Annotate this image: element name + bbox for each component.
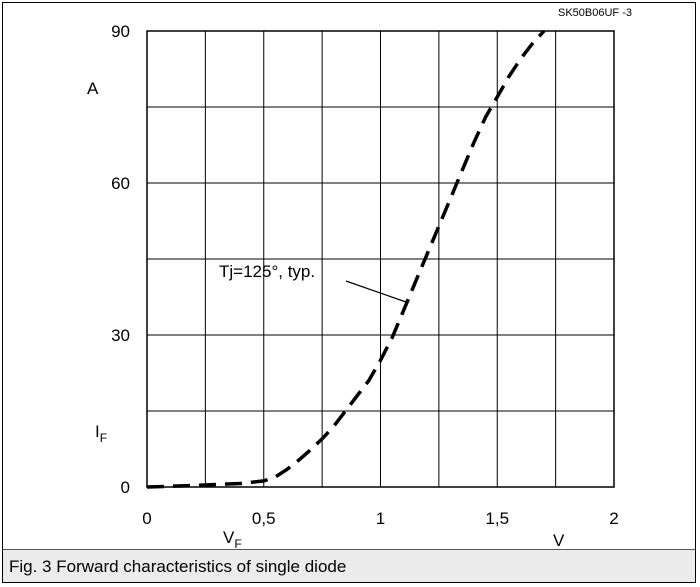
x-unit-label: V <box>553 531 565 549</box>
annotation-leader-line <box>345 280 407 303</box>
grid <box>147 31 614 487</box>
figure-id: SK50B06UF -3 <box>558 7 632 19</box>
y-axis-label: IF <box>95 422 107 445</box>
x-axis-label-sub: F <box>234 537 241 549</box>
x-tick-label-0: 0 <box>142 509 151 528</box>
figure-caption: Fig. 3 Forward characteristics of single… <box>9 557 347 576</box>
y-axis-label-sub: F <box>100 431 107 445</box>
x-axis-label: VF <box>223 528 242 549</box>
y-axis-label-main: I <box>95 422 100 441</box>
x-tick-label-4: 2 <box>609 509 618 528</box>
annotation-label: Tj=125°, typ. <box>219 262 315 281</box>
y-unit-label: A <box>87 79 99 98</box>
x-axis-label-main: V <box>223 528 235 547</box>
y-tick-label-1: 30 <box>111 326 130 345</box>
curve-tj-125 <box>146 29 546 489</box>
caption-bar: Fig. 3 Forward characteristics of single… <box>2 549 696 583</box>
y-tick-label-3: 90 <box>111 22 130 41</box>
tick-labels: 0 0,5 1 1,5 2 0 30 60 90 <box>111 22 619 528</box>
plot-border <box>146 30 615 488</box>
y-tick-label-0: 0 <box>121 478 130 497</box>
x-tick-label-1: 0,5 <box>252 509 276 528</box>
x-tick-label-2: 1 <box>376 509 385 528</box>
x-tick-label-3: 1,5 <box>485 509 509 528</box>
y-tick-label-2: 60 <box>111 174 130 193</box>
